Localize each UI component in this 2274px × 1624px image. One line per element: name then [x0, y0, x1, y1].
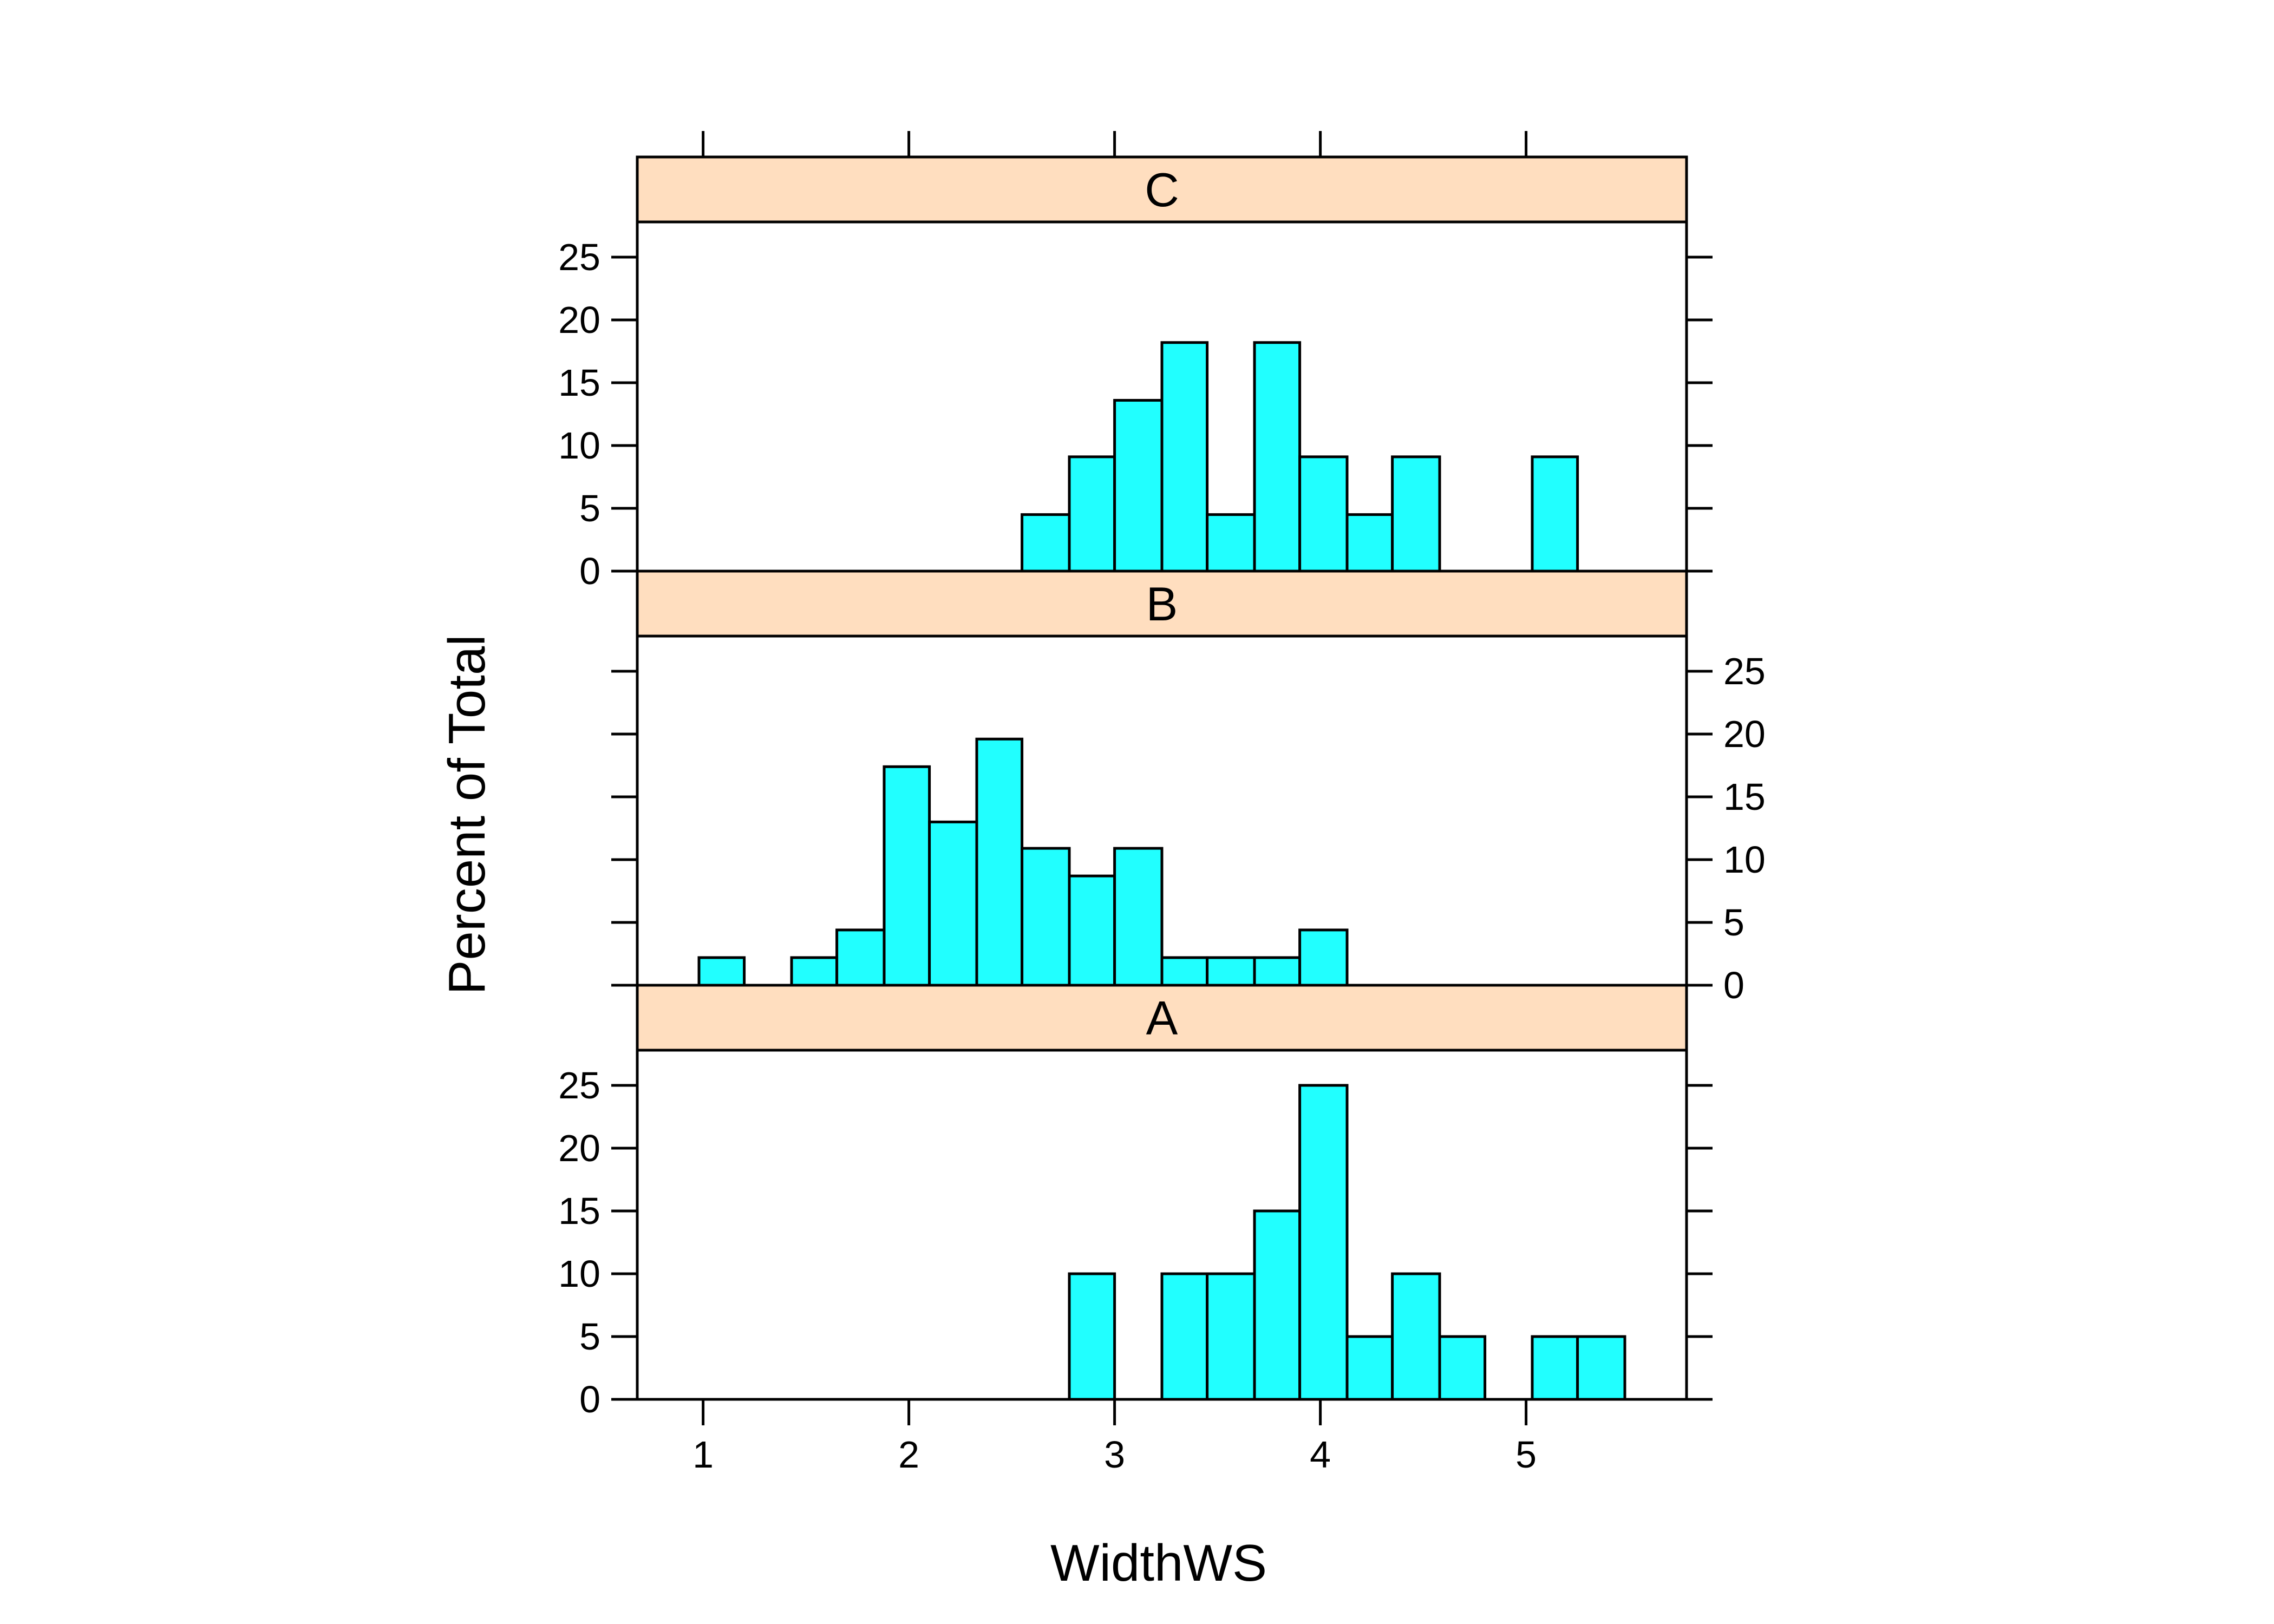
x-axis-title: WidthWS [1050, 1534, 1267, 1592]
histogram-bar [1068, 1272, 1116, 1401]
histogram-bar [1068, 874, 1116, 987]
histogram-bar [1206, 1272, 1256, 1401]
histogram-bar [1113, 847, 1164, 987]
histogram-bar [1206, 956, 1256, 987]
histogram-bar [1253, 956, 1302, 987]
histogram-bar [790, 956, 839, 987]
x-tick-label: 3 [1104, 1433, 1125, 1476]
histogram-bar [1253, 1209, 1302, 1401]
x-tick-label: 1 [692, 1433, 714, 1476]
y-axis-title: Percent of Total [438, 634, 496, 994]
y-tick-label: 25 [558, 1064, 600, 1106]
histogram-bar [1253, 341, 1302, 573]
y-tick-label: 25 [558, 236, 600, 278]
histogram-bar [975, 737, 1024, 987]
histogram-bar [1391, 455, 1441, 573]
strip-label: A [1146, 991, 1178, 1045]
y-tick-label: 15 [558, 362, 600, 404]
panels-layer: C 0 5 10 15 20 25 B 0 5 10 15 20 25 A 0 5 10 15 20 25 1 2 3 4 5 [558, 131, 1766, 1476]
strip-label: C [1145, 163, 1179, 217]
y-tick-label: 0 [579, 550, 600, 592]
y-tick-label: 10 [558, 424, 600, 467]
y-tick-label: 5 [579, 1315, 600, 1358]
y-tick-label: 0 [1723, 964, 1744, 1006]
panel-frame [636, 1049, 1688, 1401]
histogram-bar [1531, 1335, 1579, 1401]
histogram-bar [1113, 398, 1164, 573]
histogram-bar [1206, 513, 1256, 573]
y-tick-label: 5 [1723, 901, 1744, 944]
y-tick-label: 15 [1723, 776, 1766, 818]
strip-a [636, 984, 1688, 1052]
y-tick-label: 20 [1723, 713, 1766, 755]
histogram-bar [928, 820, 978, 987]
histogram-bar [697, 956, 746, 987]
panel-a: A 0 5 10 15 20 25 1 2 3 4 5 [558, 984, 1713, 1476]
y-tick-label: 0 [579, 1378, 600, 1420]
x-tick-label: 4 [1310, 1433, 1331, 1476]
y-tick-label: 20 [558, 299, 600, 341]
histogram-bar [1391, 1272, 1441, 1401]
histogram-bar [1160, 341, 1209, 573]
histogram-bar [1160, 1272, 1209, 1401]
y-tick-label: 20 [558, 1127, 600, 1169]
y-tick-label: 25 [1723, 650, 1766, 692]
panel-b: B 0 5 10 15 20 25 [611, 569, 1766, 1006]
histogram-bar [1576, 1335, 1626, 1401]
histogram-bar [1345, 1335, 1394, 1401]
histogram-bar [1298, 928, 1349, 987]
y-tick-label: 10 [558, 1253, 600, 1295]
strip-c [636, 155, 1688, 224]
y-tick-label: 15 [558, 1190, 600, 1232]
panel-c: C 0 5 10 15 20 25 [558, 131, 1713, 592]
x-tick-label: 2 [898, 1433, 919, 1476]
histogram-bar [1438, 1335, 1487, 1401]
histogram-bar [835, 928, 886, 987]
x-tick-label: 5 [1515, 1433, 1537, 1476]
histogram-bar [1298, 455, 1349, 573]
histogram-bar [1298, 1084, 1349, 1401]
y-tick-label: 5 [579, 487, 600, 529]
histogram-bar [1531, 455, 1579, 573]
histogram-bar [1021, 513, 1071, 573]
strip-b [636, 569, 1688, 638]
histogram-bar [1345, 513, 1394, 573]
histogram-bar [1160, 956, 1209, 987]
strip-label: B [1146, 577, 1178, 631]
histogram-bar [1021, 847, 1071, 987]
y-tick-label: 10 [1723, 839, 1766, 881]
histogram-bar [883, 765, 931, 987]
histogram-bar [1068, 455, 1116, 573]
